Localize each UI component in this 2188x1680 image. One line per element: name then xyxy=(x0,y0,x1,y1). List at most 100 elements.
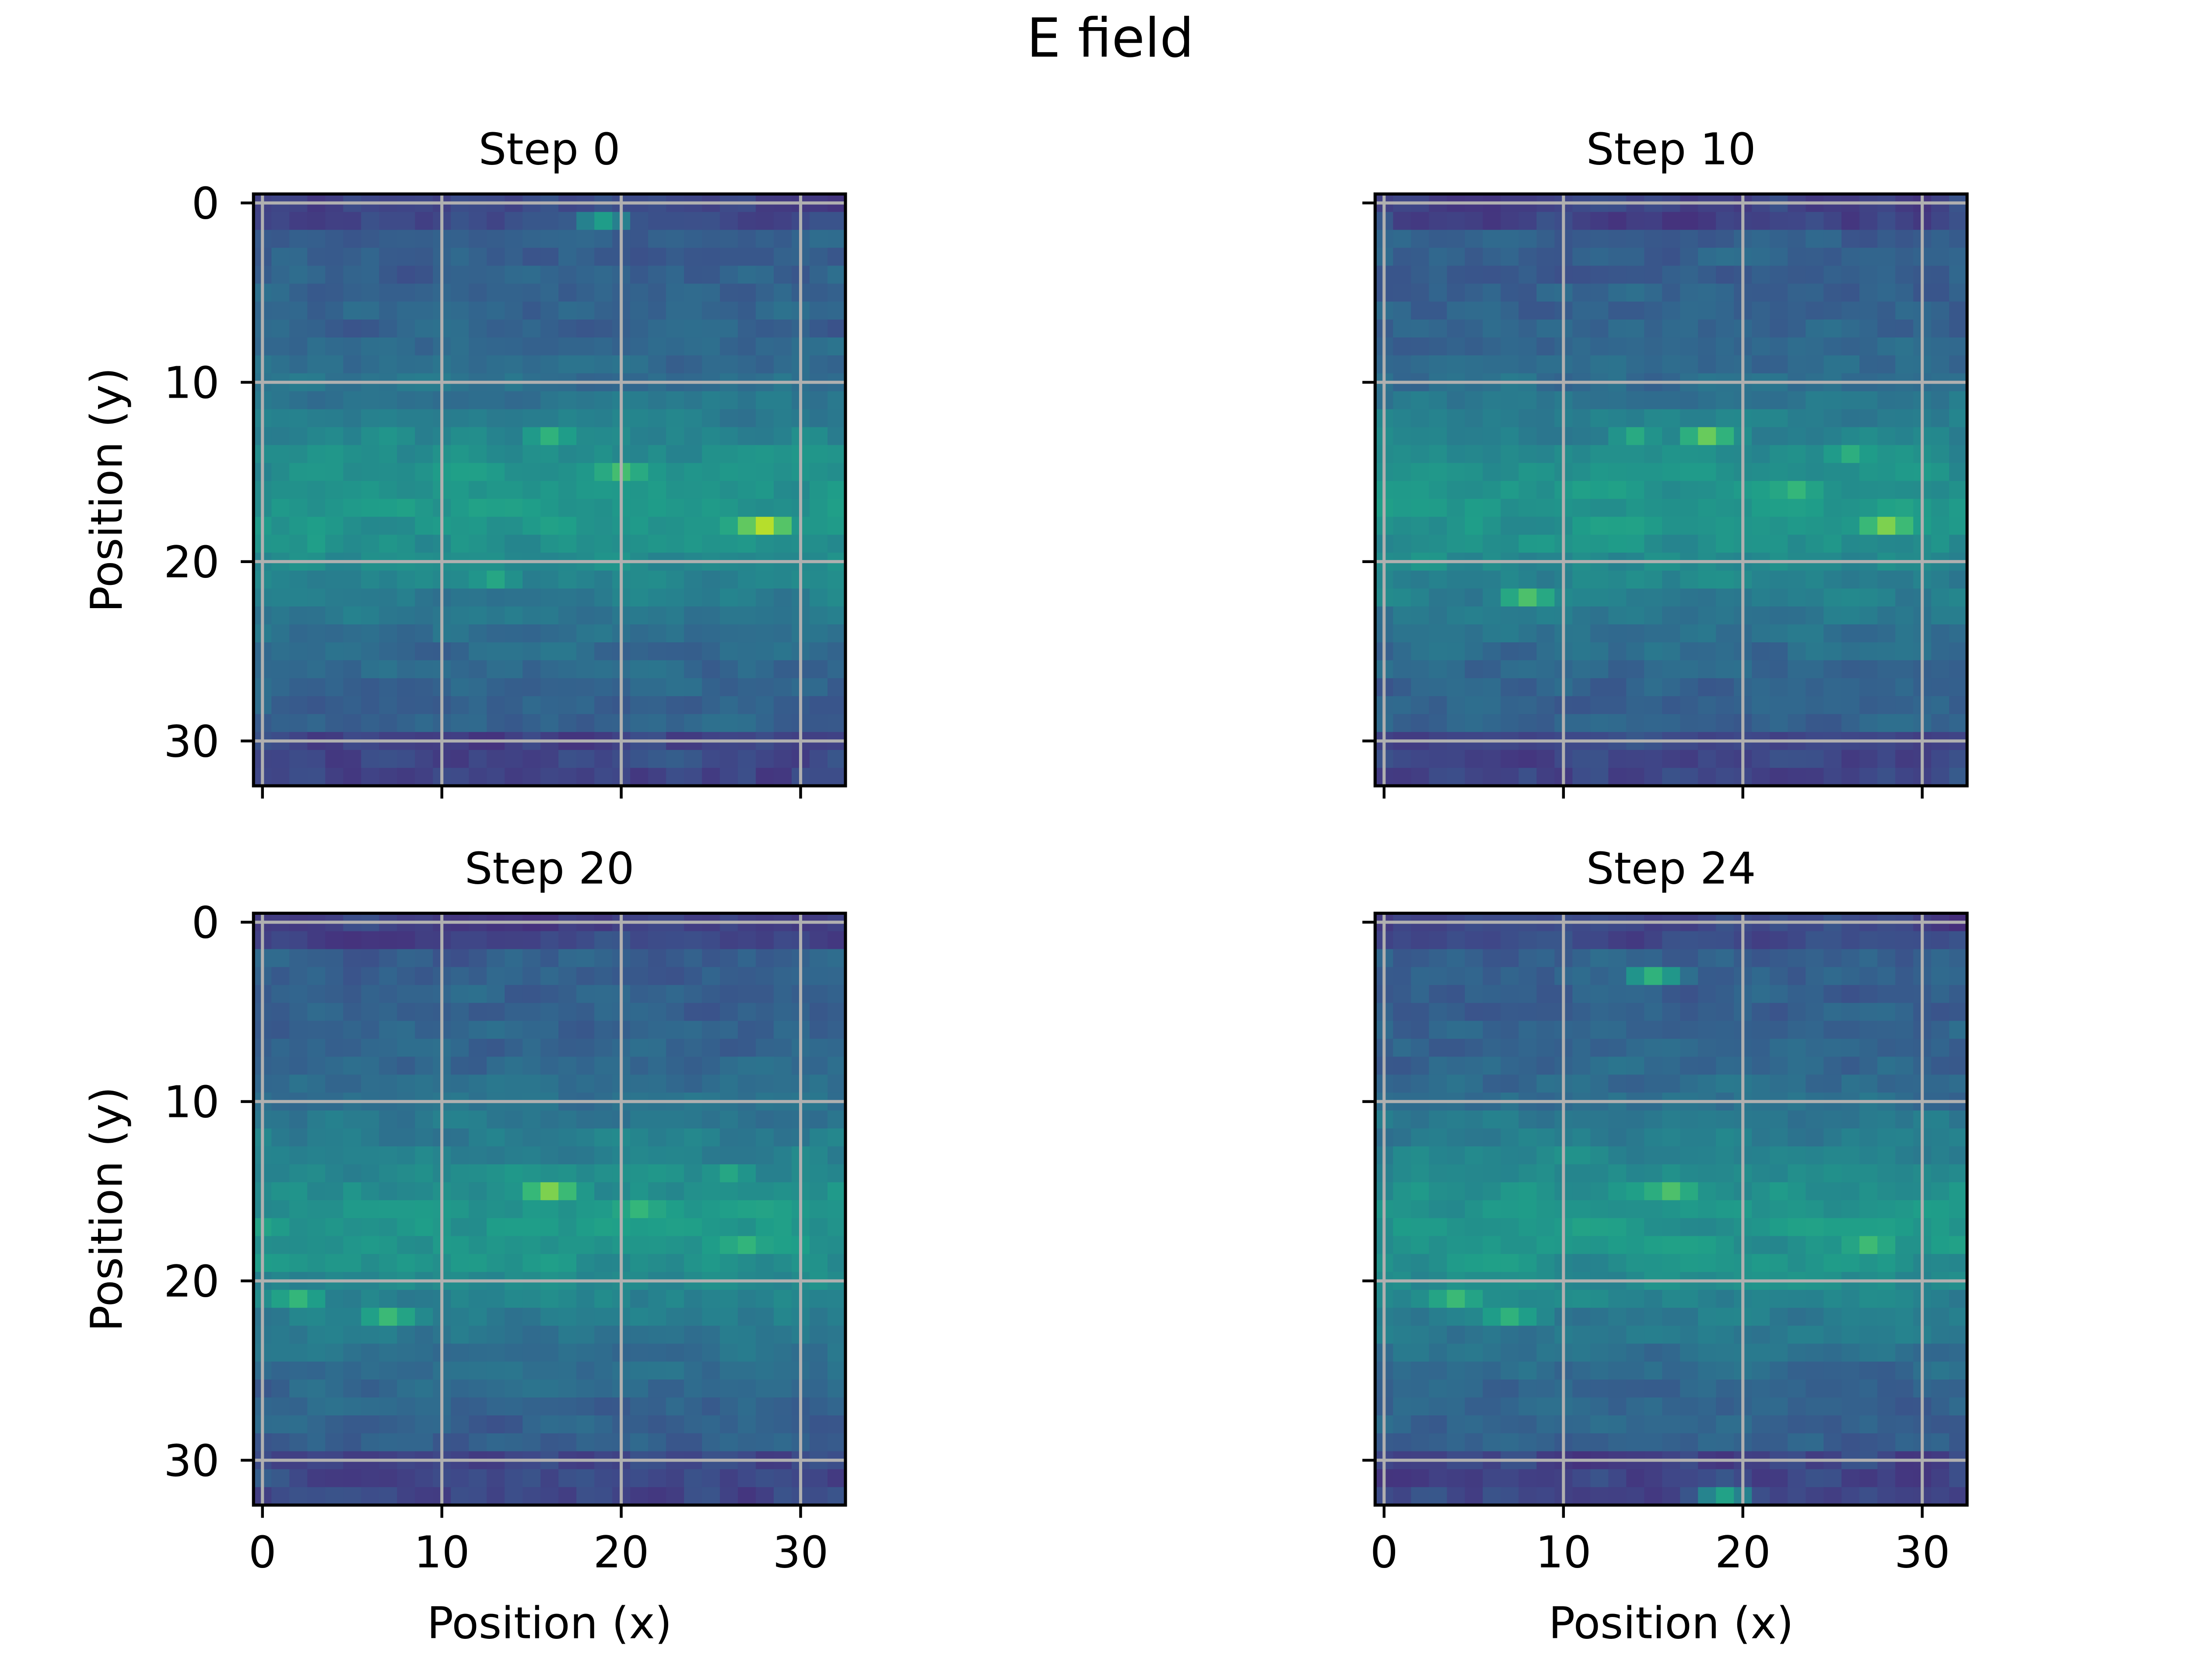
heatmap-cell xyxy=(1536,355,1556,374)
heatmap-cell xyxy=(684,1308,703,1327)
heatmap-cell xyxy=(702,481,721,500)
heatmap-cell xyxy=(1483,967,1502,986)
heatmap-cell xyxy=(1841,1182,1861,1201)
heatmap-cell xyxy=(505,481,524,500)
heatmap-cell xyxy=(1518,931,1538,950)
heatmap-cell xyxy=(451,1308,470,1327)
heatmap-cell xyxy=(648,1003,667,1022)
heatmap-cell xyxy=(1859,1344,1879,1363)
heatmap-cell xyxy=(415,642,434,662)
heatmap-cell xyxy=(684,642,703,662)
heatmap-cell xyxy=(271,535,291,554)
heatmap-cell xyxy=(379,642,398,662)
heatmap-cell xyxy=(1393,266,1412,285)
heatmap-cell xyxy=(451,1415,470,1435)
heatmap-cell xyxy=(810,427,829,446)
heatmap-cell xyxy=(684,517,703,536)
heatmap-cell xyxy=(810,1146,829,1166)
heatmap-cell xyxy=(1447,266,1466,285)
heatmap-cell xyxy=(666,1128,685,1148)
heatmap-cell xyxy=(1698,481,1717,500)
heatmap-cell xyxy=(271,588,291,608)
heatmap-cell xyxy=(379,1326,398,1345)
heatmap-cell xyxy=(1877,985,1897,1004)
heatmap-cell xyxy=(1411,248,1430,267)
heatmap-cell xyxy=(630,1379,649,1399)
heatmap-cell xyxy=(1644,678,1663,697)
heatmap-cell xyxy=(451,1326,470,1345)
heatmap-cell xyxy=(1644,949,1663,968)
heatmap-cell xyxy=(343,750,362,769)
heatmap-cell xyxy=(1895,1146,1914,1166)
heatmap-cell xyxy=(1411,1254,1430,1273)
heatmap-cell xyxy=(469,1236,488,1255)
heatmap-cell xyxy=(469,1415,488,1435)
heatmap-cell xyxy=(271,212,291,231)
heatmap-cell xyxy=(343,1433,362,1452)
heatmap-cell xyxy=(1752,1290,1771,1309)
heatmap-cell xyxy=(1662,391,1681,410)
heatmap-cell xyxy=(1698,678,1717,697)
x-tick-label: 20 xyxy=(1715,1527,1771,1578)
heatmap-cell xyxy=(1536,1397,1556,1417)
heatmap-cell xyxy=(558,1326,578,1345)
heatmap-cell xyxy=(1788,949,1807,968)
heatmap-cell xyxy=(1895,1397,1914,1417)
heatmap-cell xyxy=(828,427,846,446)
heatmap-cell xyxy=(307,750,326,769)
heatmap-cell xyxy=(720,1487,739,1506)
heatmap-cell xyxy=(271,1326,291,1345)
heatmap-cell xyxy=(1770,588,1789,608)
heatmap-cell xyxy=(576,409,596,428)
heatmap-cell xyxy=(1626,445,1645,464)
heatmap-cell xyxy=(1536,481,1556,500)
heatmap-cell xyxy=(451,570,470,590)
heatmap-cell xyxy=(379,606,398,626)
heatmap-cell xyxy=(1393,445,1412,464)
heatmap-cell xyxy=(720,696,739,715)
heatmap-cell xyxy=(1752,319,1771,339)
heatmap-cell xyxy=(1931,1218,1950,1237)
heatmap-cell xyxy=(325,445,344,464)
heatmap-cell xyxy=(325,1218,344,1237)
heatmap-cell xyxy=(397,967,416,986)
heatmap-cell xyxy=(720,1362,739,1381)
heatmap-cell xyxy=(1393,1344,1412,1363)
heatmap-cell xyxy=(397,535,416,554)
heatmap-cell xyxy=(558,301,578,321)
heatmap-cell xyxy=(1536,1308,1556,1327)
heatmap-cell xyxy=(576,1379,596,1399)
heatmap-cell xyxy=(720,319,739,339)
heatmap-cell xyxy=(1536,499,1556,518)
heatmap-cell xyxy=(1841,355,1861,374)
heatmap-cell xyxy=(1608,1290,1627,1309)
heatmap-cell xyxy=(576,1110,596,1130)
heatmap-cell xyxy=(558,391,578,410)
heatmap-cell xyxy=(1590,588,1609,608)
heatmap-cell xyxy=(576,985,596,1004)
heatmap-cell xyxy=(1698,1254,1717,1273)
heatmap-cell xyxy=(1752,463,1771,482)
heatmap-cell xyxy=(576,967,596,986)
heatmap-cell xyxy=(397,517,416,536)
heatmap-cell xyxy=(576,319,596,339)
heatmap-cell xyxy=(1590,481,1609,500)
heatmap-cell xyxy=(271,499,291,518)
heatmap-cell xyxy=(1877,1469,1897,1488)
heatmap-cell xyxy=(522,1182,542,1201)
heatmap-cell xyxy=(1411,588,1430,608)
heatmap-cell xyxy=(1841,391,1861,410)
heatmap-cell xyxy=(828,985,846,1004)
heatmap-cell xyxy=(1411,750,1430,769)
heatmap-cell xyxy=(1465,1254,1484,1273)
heatmap-cell xyxy=(594,266,614,285)
heatmap-cell xyxy=(415,1415,434,1435)
heatmap-cell xyxy=(505,606,524,626)
heatmap-cell xyxy=(1859,1397,1879,1417)
heatmap-cell xyxy=(505,284,524,303)
heatmap-cell xyxy=(1859,337,1879,357)
heatmap-cell xyxy=(415,1200,434,1219)
heatmap-cell xyxy=(1572,931,1592,950)
heatmap-cell xyxy=(1752,212,1771,231)
heatmap-cell xyxy=(1680,1164,1699,1183)
